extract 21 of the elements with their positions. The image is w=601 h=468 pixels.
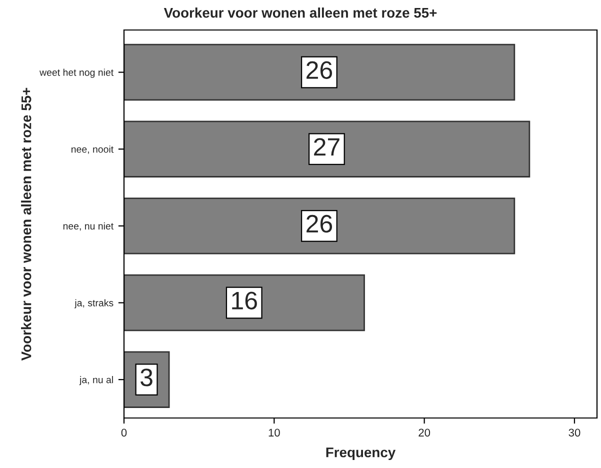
x-tick-label: 0 bbox=[121, 428, 127, 437]
x-axis-title: Frequency bbox=[326, 448, 396, 460]
y-tick-label: nee, nu niet bbox=[63, 222, 114, 231]
y-tick-label: ja, straks bbox=[74, 299, 114, 308]
chart-title: Voorkeur voor wonen alleen met roze 55+ bbox=[164, 8, 437, 18]
data-label: 26 bbox=[306, 214, 332, 233]
x-tick-label: 10 bbox=[268, 428, 280, 437]
x-tick-label: 20 bbox=[418, 428, 430, 437]
data-label: 3 bbox=[140, 368, 152, 386]
y-tick-label: weet het nog niet bbox=[40, 68, 114, 78]
data-label: 27 bbox=[314, 138, 340, 156]
data-label: 16 bbox=[232, 292, 257, 310]
bar bbox=[124, 274, 365, 332]
x-tick-label: 30 bbox=[568, 428, 580, 437]
data-label: 26 bbox=[306, 61, 332, 79]
y-axis-title: Voorkeur voor wonen alleen met roze 55+ bbox=[21, 88, 32, 361]
bar bbox=[124, 198, 516, 254]
bar bbox=[124, 120, 530, 178]
y-tick-label: ja, nu al bbox=[79, 376, 113, 386]
bar bbox=[124, 44, 516, 101]
y-tick-label: nee, nooit bbox=[72, 146, 114, 154]
